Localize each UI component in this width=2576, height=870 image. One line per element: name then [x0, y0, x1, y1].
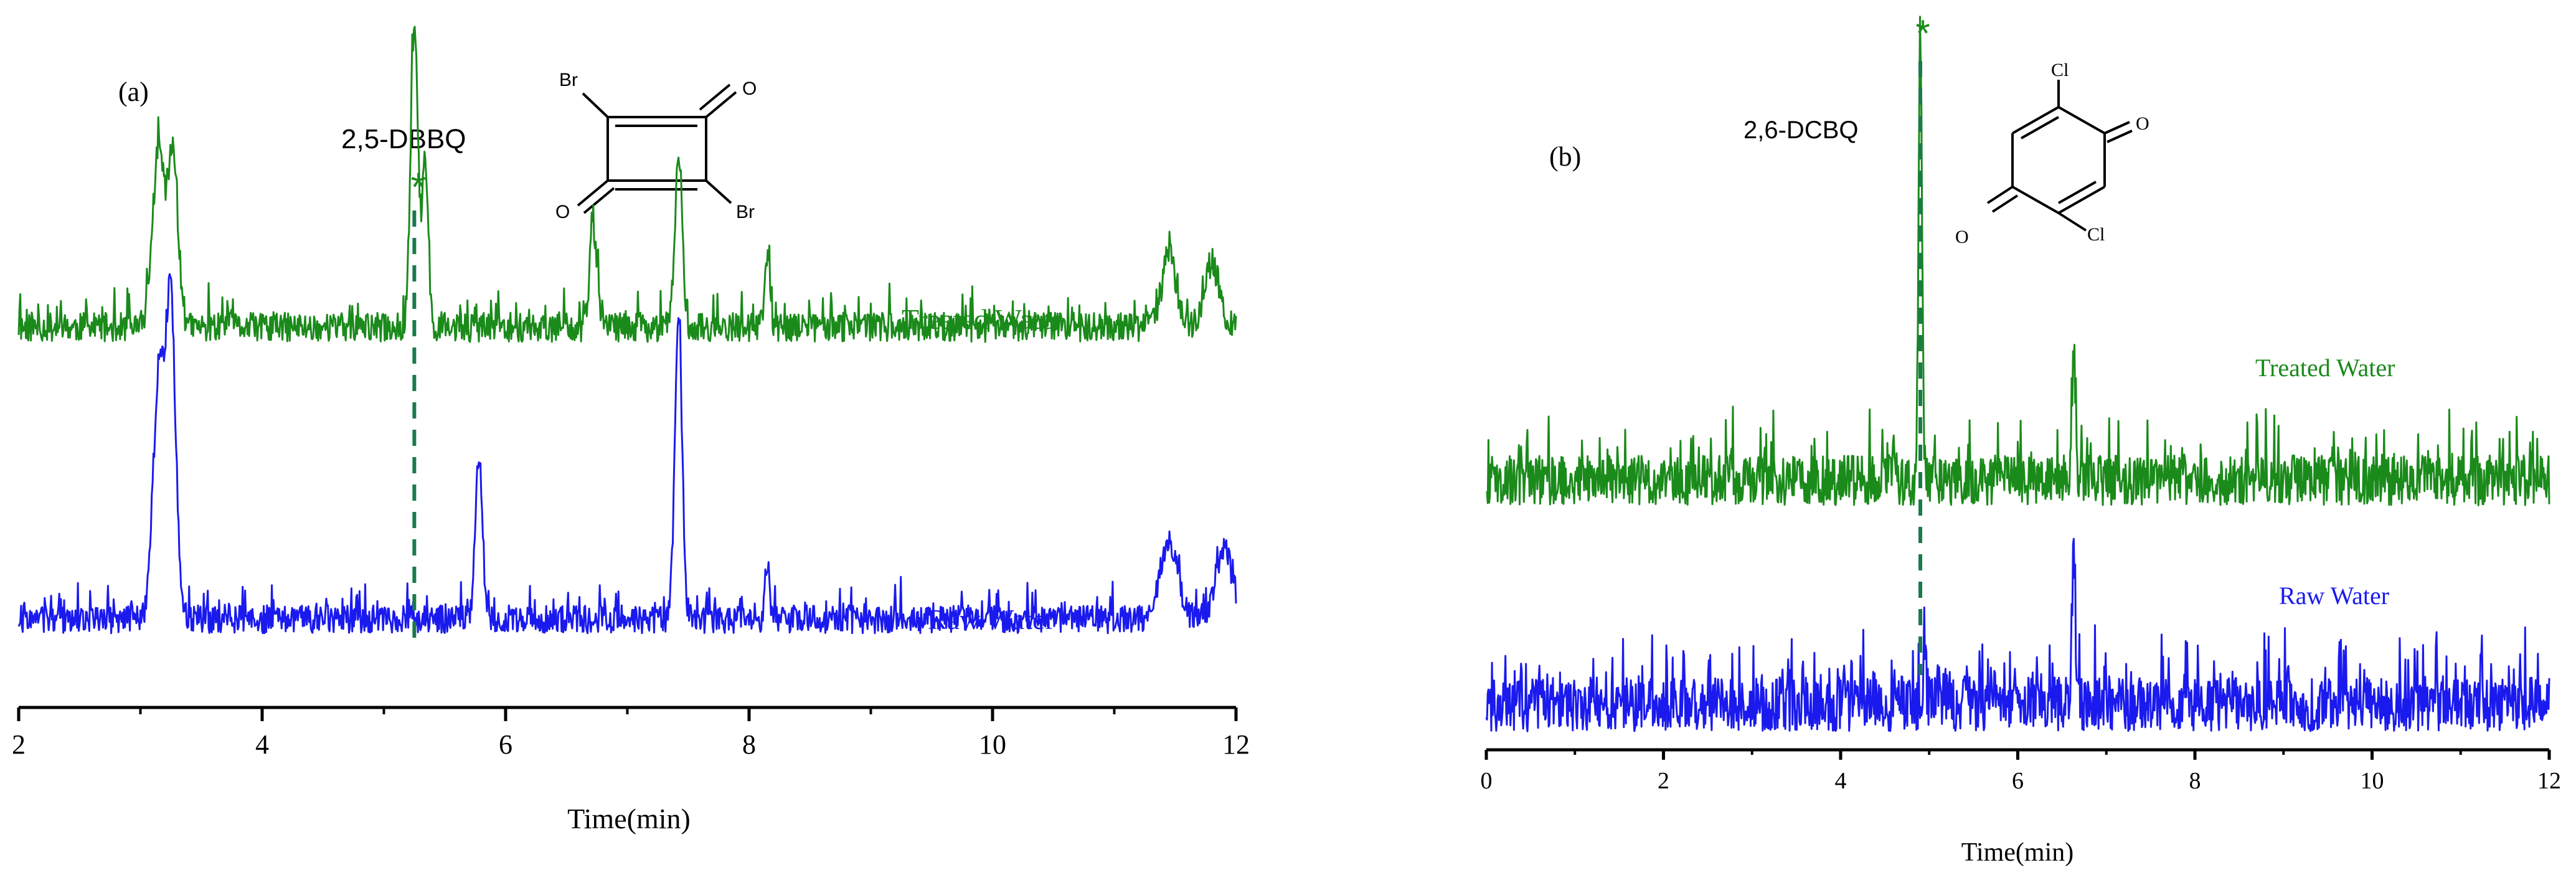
panel-a-legend-treated: Treated Water: [902, 303, 1062, 335]
panel-b-peak-marker: *: [1915, 12, 1930, 54]
panel-b: (b) 2,6-DCBQ * Cl O O Cl Treated Water R…: [1481, 12, 2562, 867]
panel-b-legend-raw: Raw Water: [2279, 582, 2389, 610]
bond-cl: [2057, 212, 2087, 232]
panel-a-atom-o-bottom: O: [555, 202, 570, 222]
panel-a-atom-br-top: Br: [559, 70, 578, 90]
panel-b-compound-label: 2,6-DCBQ: [1743, 116, 1859, 144]
panel-a-atom-o-top: O: [742, 78, 757, 99]
series-line-raw-water: [17, 273, 1237, 635]
x-tick-label: 2: [1658, 768, 1669, 794]
bond-double: [2021, 116, 2059, 139]
panel-a-atom-br-bottom: Br: [736, 202, 755, 222]
x-tick-label: 2: [12, 729, 26, 760]
x-tick-label: 8: [2189, 768, 2201, 794]
bond: [2058, 106, 2105, 135]
bond-carbonyl: [705, 91, 737, 118]
panel-a-x-axis-label: Time(min): [567, 803, 691, 835]
panel-b-atom-cl-bottom: Cl: [2087, 224, 2105, 245]
panel-b-traces: [1485, 16, 2550, 732]
bond-carbonyl-double: [699, 83, 731, 111]
x-tick-label: 12: [1222, 729, 1250, 760]
x-tick-label: 6: [499, 729, 512, 760]
bond-carbonyl: [2104, 121, 2130, 135]
bond-carbonyl-double: [583, 187, 615, 214]
panel-b-x-axis: 0 2 4 6 8 10 12: [1481, 748, 2561, 794]
bond-carbonyl-double: [2107, 130, 2133, 143]
bond-carbonyl-double: [1991, 194, 2019, 213]
x-tick-label: 0: [1481, 768, 1493, 794]
bond-double: [2058, 181, 2097, 204]
bond: [2012, 106, 2059, 135]
x-tick-label: 10: [2361, 768, 2384, 794]
bond-carbonyl: [1986, 186, 2014, 204]
panel-b-atom-cl-top: Cl: [2051, 60, 2069, 80]
series-line-treated-water: [1486, 16, 2550, 506]
panel-a-legend-raw: Raw Water: [928, 603, 1055, 635]
bond-br: [705, 179, 732, 204]
bond: [2058, 186, 2105, 214]
x-tick-label: 10: [979, 729, 1006, 760]
x-tick-label: 6: [2012, 768, 2024, 794]
bond-br: [582, 92, 609, 118]
x-tick-label: 12: [2537, 768, 2561, 794]
x-tick-label: 4: [1835, 768, 1847, 794]
panel-b-x-axis-label: Time(min): [1961, 838, 2074, 867]
panel-b-label: (b): [1549, 141, 1581, 172]
panel-b-atom-o-left: O: [1955, 227, 1969, 247]
panel-a-x-axis: 2 4 6 8 10 12: [12, 706, 1250, 760]
panel-a: (a) 2,5-DBBQ * Br O O Br Treated Water R…: [12, 26, 1250, 835]
series-line-raw-water: [1485, 537, 2550, 732]
bond-carbonyl: [577, 179, 609, 207]
series-line-treated-water: [17, 26, 1237, 343]
panel-b-atom-o-right: O: [2136, 113, 2149, 134]
panel-a-traces: [17, 26, 1237, 635]
panel-a-structure: [577, 83, 737, 214]
panel-a-compound-label: 2,5-DBBQ: [341, 124, 466, 154]
panel-a-label: (a): [118, 77, 149, 107]
x-tick-label: 8: [742, 729, 756, 760]
x-tick-label: 4: [255, 729, 269, 760]
panel-b-legend-treated: Treated Water: [2255, 354, 2395, 382]
panel-b-structure: [1986, 80, 2133, 232]
bond: [2012, 186, 2059, 214]
